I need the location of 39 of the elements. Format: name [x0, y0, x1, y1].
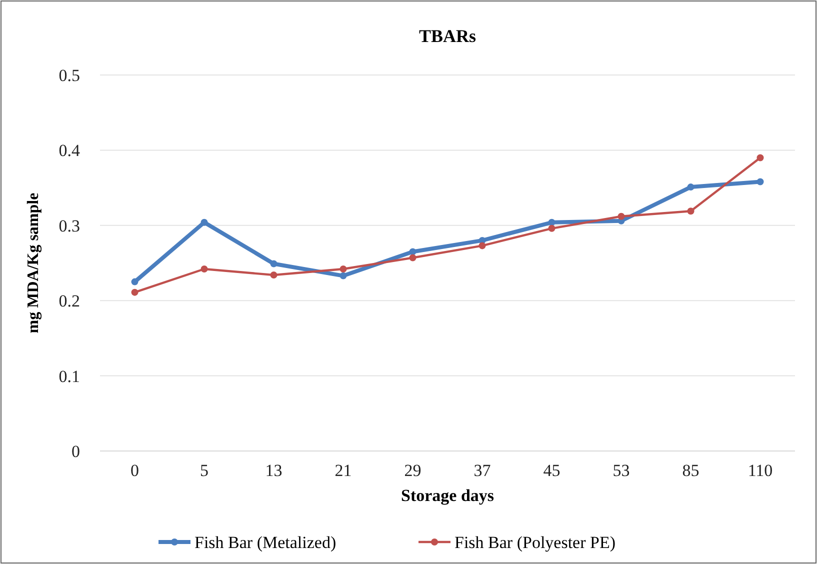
point	[270, 272, 278, 279]
point	[200, 218, 208, 226]
x-tick-label: 53	[612, 461, 630, 480]
point	[409, 254, 416, 262]
x-tick-label: 29	[404, 461, 422, 480]
point	[548, 218, 556, 226]
y-tick-label: 0.4	[58, 141, 80, 160]
x-tick-label: 85	[682, 461, 700, 480]
x-tick-label: 45	[543, 461, 560, 480]
point	[687, 208, 694, 215]
y-tick-label: 0	[72, 442, 80, 461]
legend-label: Fish Bar (Polyester PE)	[454, 532, 616, 552]
x-tick-label: 110	[748, 461, 773, 480]
point	[340, 272, 347, 280]
y-tick-label: 0.3	[58, 216, 80, 236]
point	[478, 242, 486, 250]
point	[200, 266, 208, 273]
x-tick-label: 0	[130, 461, 139, 480]
point	[687, 184, 694, 191]
point	[409, 248, 416, 256]
point	[756, 154, 764, 162]
x-tick-label: 13	[265, 461, 282, 480]
y-axis-title: mg MDA/Kg sample	[25, 192, 42, 334]
y-tick-label: 0.2	[58, 292, 80, 311]
point	[340, 266, 347, 273]
y-tick-label: 0.1	[58, 366, 80, 386]
point	[756, 178, 764, 186]
x-tick-label: 5	[200, 461, 208, 480]
point	[548, 224, 556, 232]
chart-title: TBARs	[418, 26, 476, 46]
point	[618, 212, 625, 220]
x-tick-label: 37	[474, 461, 492, 480]
y-tick-label: 0.5	[58, 66, 80, 85]
legend-label: Fish Bar (Metalized)	[194, 532, 336, 552]
point	[270, 260, 278, 268]
x-axis-title: Storage days	[400, 486, 494, 505]
x-tick-label: 21	[334, 461, 352, 480]
point	[131, 278, 138, 286]
point	[131, 288, 138, 296]
